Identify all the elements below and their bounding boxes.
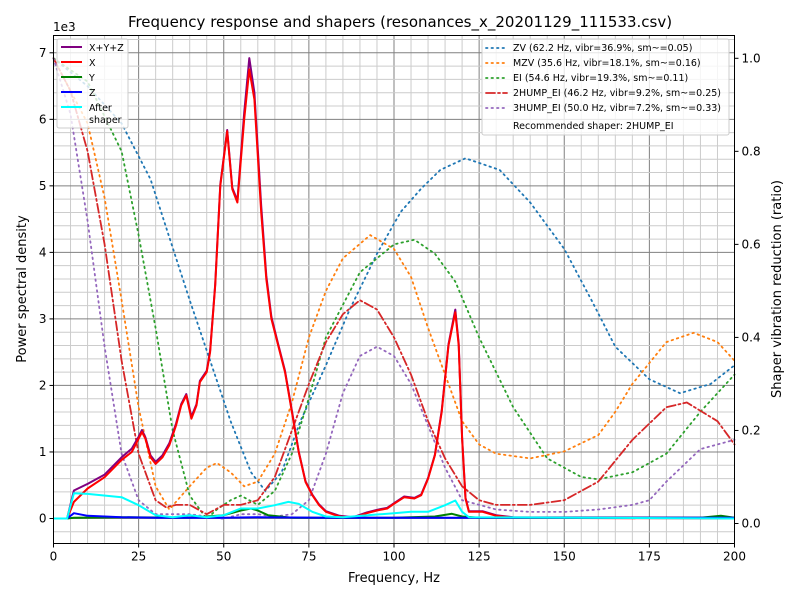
psd-line-4: [53, 492, 735, 520]
y2-tick-label: 0.2: [742, 423, 761, 437]
legend-label: X: [89, 58, 96, 69]
y2-axis-label: Shaper vibration reduction (ratio): [770, 180, 785, 398]
y2-tick-label: 0.4: [742, 330, 761, 344]
y-tick-label: 1: [39, 445, 47, 459]
legend-label: Y: [88, 73, 95, 84]
x-tick-label: 0: [50, 550, 58, 564]
shaper-line-0: [52, 57, 736, 493]
legend-label: shaper: [89, 115, 122, 126]
legend-box: [481, 38, 730, 136]
y2-tick-label: 0.8: [742, 144, 761, 158]
y-tick-label: 7: [39, 46, 47, 60]
legend-label: EI (54.6 Hz, vibr=19.3%, sm~=0.11): [513, 73, 688, 84]
y-tick-label: 2: [39, 378, 47, 392]
recommended-shaper-label: Recommended shaper: 2HUMP_EI: [513, 121, 674, 132]
axis-ticks: 0 25 50 75 100 125 150 175 200 0 1 2 3 4 5 6 7 0.0 0.2 0.4 0…: [39, 46, 761, 564]
legend-label: After: [89, 103, 112, 114]
y-axis-label: Power spectral density: [15, 215, 30, 363]
legend-label: 3HUMP_EI (50.0 Hz, vibr=7.2%, sm~=0.33): [513, 103, 721, 114]
y-multiplier: 1e3: [53, 20, 76, 34]
x-tick-label: 75: [301, 550, 316, 564]
x-tick-label: 200: [723, 550, 746, 564]
y-tick-label: 0: [39, 511, 47, 525]
legend-label: 2HUMP_EI (46.2 Hz, vibr=9.2%, sm~=0.25): [513, 88, 721, 99]
x-tick-label: 50: [216, 550, 231, 564]
legend-label: MZV (35.6 Hz, vibr=18.1%, sm~=0.16): [513, 58, 701, 69]
shaper-line-4: [52, 57, 736, 520]
shaper-curves: [52, 57, 736, 521]
legend-label: ZV (62.2 Hz, vibr=36.9%, sm~=0.05): [513, 43, 692, 54]
shaper-line-3: [52, 57, 736, 516]
y-tick-label: 5: [39, 179, 47, 193]
y2-tick-label: 0.6: [742, 237, 761, 251]
x-tick-label: 100: [383, 550, 406, 564]
y-tick-label: 6: [39, 112, 47, 126]
psd-line-1: [53, 68, 735, 520]
shaper-line-2: [52, 57, 736, 521]
x-tick-label: 25: [131, 550, 146, 564]
legend-shapers: ZV (62.2 Hz, vibr=36.9%, sm~=0.05) MZV (3…: [481, 38, 730, 136]
y-tick-label: 3: [39, 312, 47, 326]
psd-line-3: [53, 512, 735, 520]
x-tick-label: 175: [638, 550, 661, 564]
chart-title: Frequency response and shapers (resonanc…: [128, 13, 672, 32]
x-axis-label: Frequency, Hz: [348, 571, 440, 586]
grid: [53, 35, 735, 544]
y2-tick-label: 0.0: [742, 516, 761, 530]
y2-tick-label: 1.0: [742, 51, 761, 65]
x-tick-label: 125: [468, 550, 491, 564]
x-tick-label: 150: [553, 550, 576, 564]
y-tick-label: 4: [39, 245, 47, 259]
legend-label: X+Y+Z: [89, 43, 124, 54]
legend-label: Z: [89, 88, 96, 99]
psd-curves: [53, 57, 735, 520]
